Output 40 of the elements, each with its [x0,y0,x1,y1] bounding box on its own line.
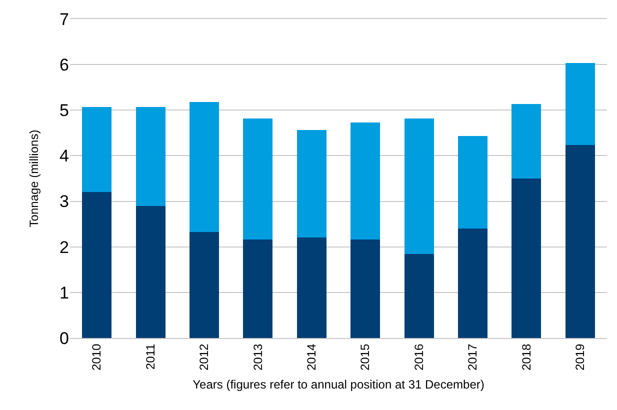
y-tick-label: 2 [60,238,69,257]
bar [458,228,488,338]
y-tick-label: 6 [60,56,69,75]
y-tick-label: 5 [60,101,69,120]
x-tick-label: 2012 [197,343,212,371]
x-tick-label: 2011 [143,343,158,370]
bar [458,136,488,229]
bar [565,145,595,338]
y-axis-title: Tonnage (millions) [26,130,41,228]
bar [189,102,220,232]
y-tick-label: 1 [60,283,69,302]
y-tick-label: 0 [60,328,69,348]
y-tick-label: 3 [60,192,69,212]
x-tick-label: 2019 [573,343,588,371]
bar [565,63,595,146]
x-tick-label: 2010 [90,343,104,371]
x-axis-title: Years (figures refer to annual position at 31 December) [192,377,484,392]
x-tick-label: 2014 [304,343,319,371]
bar [243,118,273,240]
bar [136,206,166,338]
bar [404,118,434,254]
x-tick-label: 2018 [519,343,534,371]
bar [296,238,326,338]
x-tick-label: 2017 [466,343,480,371]
bar [512,104,542,178]
bar [82,106,112,192]
x-tick-label: 2016 [412,343,426,371]
bar [82,192,112,338]
bar [243,240,273,338]
x-tick-label: 2013 [250,343,265,371]
x-tick-label: 2015 [358,343,372,371]
bar [350,240,380,338]
bar [404,254,434,338]
bar [350,122,380,240]
bar [189,232,220,338]
y-tick-label: 7 [60,10,69,29]
bar [296,130,326,238]
y-tick-label: 4 [60,146,69,166]
bar [512,178,542,338]
bar [136,106,166,206]
